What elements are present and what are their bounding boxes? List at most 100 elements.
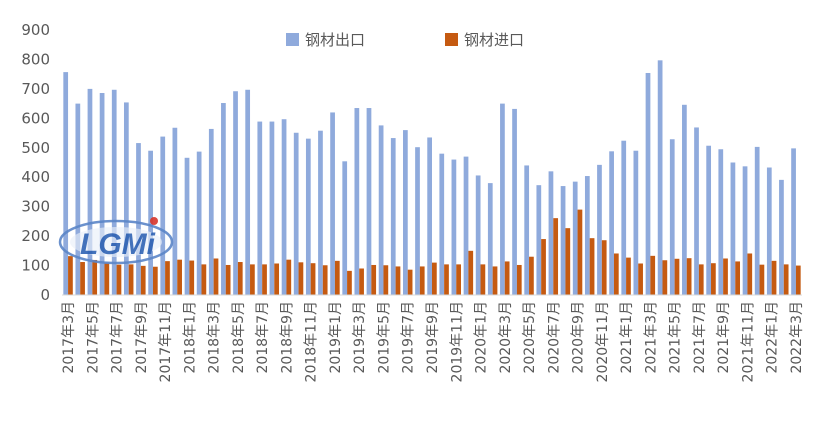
import-bar <box>456 264 461 295</box>
export-bar <box>123 102 129 296</box>
export-bar <box>657 60 663 295</box>
import-bar <box>237 262 243 295</box>
export-bar <box>463 156 469 295</box>
import-bar <box>432 262 437 295</box>
import-bar <box>359 268 364 295</box>
export-bars <box>63 60 796 296</box>
import-bar <box>711 263 716 295</box>
export-bar <box>318 130 323 295</box>
x-axis-ticks: 2017年3月 2017年5月 2017年7月 2017年9月 2017年11月 2018… <box>61 301 805 382</box>
export-bar <box>706 145 712 295</box>
export-bar <box>730 162 736 295</box>
import-bar <box>165 261 170 295</box>
export-bar <box>475 175 481 295</box>
export-bar <box>354 108 360 295</box>
export-bar <box>330 112 335 295</box>
import-bar <box>723 258 728 295</box>
x-tick-label: 2017年3月 <box>61 301 77 374</box>
export-bar <box>136 143 141 295</box>
import-bar <box>589 238 595 295</box>
export-bar <box>403 130 408 295</box>
y-tick-label: 500 <box>21 139 50 157</box>
export-bar <box>548 171 554 295</box>
export-bar <box>451 159 457 295</box>
import-bars <box>68 209 801 295</box>
export-bar <box>500 103 505 295</box>
import-bar <box>213 258 219 295</box>
export-bar <box>366 108 372 295</box>
x-tick-label: 2018年11月 <box>304 301 320 382</box>
export-bar <box>718 149 724 295</box>
export-bar <box>390 138 396 295</box>
export-bar <box>245 89 251 296</box>
lgmi-logo-watermark: LGMi <box>58 217 174 265</box>
export-bar <box>621 140 627 295</box>
import-bar <box>298 262 304 295</box>
x-tick-label: 2019年5月 <box>376 301 392 374</box>
import-bar <box>92 259 98 295</box>
export-bar <box>791 148 796 295</box>
x-tick-label: 2019年1月 <box>328 301 344 374</box>
import-bar <box>395 266 401 295</box>
export-bar <box>184 157 190 295</box>
import-bar <box>541 239 546 295</box>
import-bar <box>759 264 765 295</box>
export-bar <box>584 176 590 295</box>
import-bar <box>286 259 292 295</box>
export-bar <box>633 150 639 295</box>
import-bar <box>104 262 110 295</box>
y-tick-label: 900 <box>21 21 50 39</box>
export-bar <box>427 137 432 295</box>
import-bar <box>250 264 255 295</box>
export-bar <box>196 151 202 295</box>
import-bar <box>480 264 486 295</box>
import-bar <box>795 265 801 295</box>
x-tick-label: 2017年7月 <box>110 301 126 374</box>
export-bar <box>572 181 578 295</box>
y-axis-ticks: 0 100 200 300 400 500 600 700 800 900 <box>21 21 50 304</box>
import-bar <box>650 255 656 295</box>
x-tick-label: 2017年9月 <box>134 301 150 374</box>
x-tick-label: 2018年3月 <box>207 301 223 374</box>
x-tick-label: 2021年3月 <box>643 301 659 374</box>
x-tick-label: 2018年7月 <box>255 301 271 374</box>
export-bar <box>305 138 311 295</box>
import-bar <box>310 263 316 295</box>
y-tick-label: 200 <box>21 227 50 245</box>
x-tick-label: 2019年7月 <box>401 301 417 374</box>
import-bar <box>735 261 741 295</box>
export-bar <box>742 166 748 295</box>
import-bar <box>225 264 231 295</box>
export-bar <box>111 89 117 296</box>
import-bar <box>613 253 619 295</box>
import-bar <box>771 260 777 295</box>
x-tick-label: 2020年9月 <box>571 301 587 374</box>
x-tick-label: 2019年9月 <box>425 301 441 374</box>
export-bar <box>645 72 651 296</box>
import-bar <box>662 260 668 295</box>
import-bar <box>189 260 195 295</box>
import-bar <box>601 240 607 295</box>
y-tick-label: 300 <box>21 198 50 216</box>
import-bar <box>698 264 704 295</box>
x-tick-label: 2017年11月 <box>158 301 174 382</box>
x-tick-label: 2021年11月 <box>740 301 756 382</box>
x-tick-label: 2020年11月 <box>595 301 611 382</box>
import-bar <box>686 258 692 295</box>
import-bar <box>274 263 280 295</box>
x-tick-label: 2022年1月 <box>765 301 781 374</box>
y-tick-label: 700 <box>21 80 50 98</box>
import-bar <box>177 259 182 295</box>
svg-text:LGMi: LGMi <box>80 228 156 261</box>
import-bar <box>553 218 559 295</box>
legend-label-export: 钢材出口 <box>305 31 365 49</box>
y-tick-label: 0 <box>40 286 50 304</box>
import-bar <box>468 250 474 295</box>
import-bar <box>383 265 389 295</box>
export-bar <box>669 139 675 295</box>
legend-swatch-export <box>286 33 299 46</box>
y-tick-label: 400 <box>21 168 50 186</box>
export-bar <box>754 146 760 295</box>
